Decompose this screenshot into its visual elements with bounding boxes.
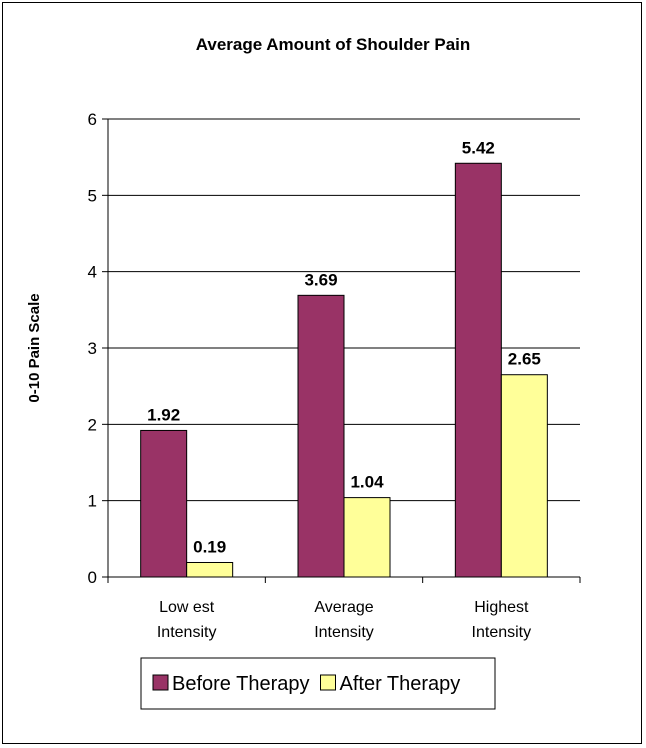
legend-entry: After Therapy: [340, 673, 461, 695]
legend-entry: Before Therapy: [172, 673, 310, 695]
data-label: 5.42: [462, 138, 495, 157]
y-tick-label: 3: [88, 339, 97, 358]
bar: [186, 561, 234, 578]
x-tick-label: Average: [314, 599, 373, 616]
bar: [343, 497, 391, 578]
data-label: 3.69: [304, 270, 337, 289]
x-tick-label: Intensity: [472, 624, 532, 641]
data-label: 2.65: [508, 350, 541, 369]
bar: [500, 374, 548, 578]
labels: 0 1 2 3 4 5 6 1.92 0.19 Low est Intensity 3.69 1.04 A…: [88, 110, 541, 641]
y-tick-label: 5: [88, 186, 97, 205]
bar: [140, 429, 188, 578]
bar: [454, 162, 502, 578]
y-tick-label: 6: [88, 110, 97, 129]
legend: Before Therapy After Therapy: [140, 657, 496, 710]
chart-title: Average Amount of Shoulder Pain: [196, 35, 471, 54]
axes: [102, 118, 581, 583]
x-tick-label: Low est: [159, 599, 215, 616]
data-label: 0.19: [193, 537, 226, 556]
bar: [297, 294, 345, 578]
legend-swatch: [152, 674, 169, 691]
data-label: 1.04: [350, 473, 384, 492]
data-label: 1.92: [147, 405, 180, 424]
y-tick-label: 4: [88, 263, 97, 282]
x-tick-label: Intensity: [157, 624, 217, 641]
y-tick-label: 2: [88, 415, 97, 434]
y-axis-label: 0-10 Pain Scale: [26, 293, 43, 402]
x-tick-label: Highest: [474, 599, 529, 616]
y-tick-label: 0: [88, 568, 97, 587]
legend-box: [140, 657, 496, 710]
bars: [140, 162, 548, 578]
y-tick-label: 1: [88, 492, 97, 511]
legend-swatch: [320, 674, 336, 691]
x-tick-label: Intensity: [314, 624, 374, 641]
